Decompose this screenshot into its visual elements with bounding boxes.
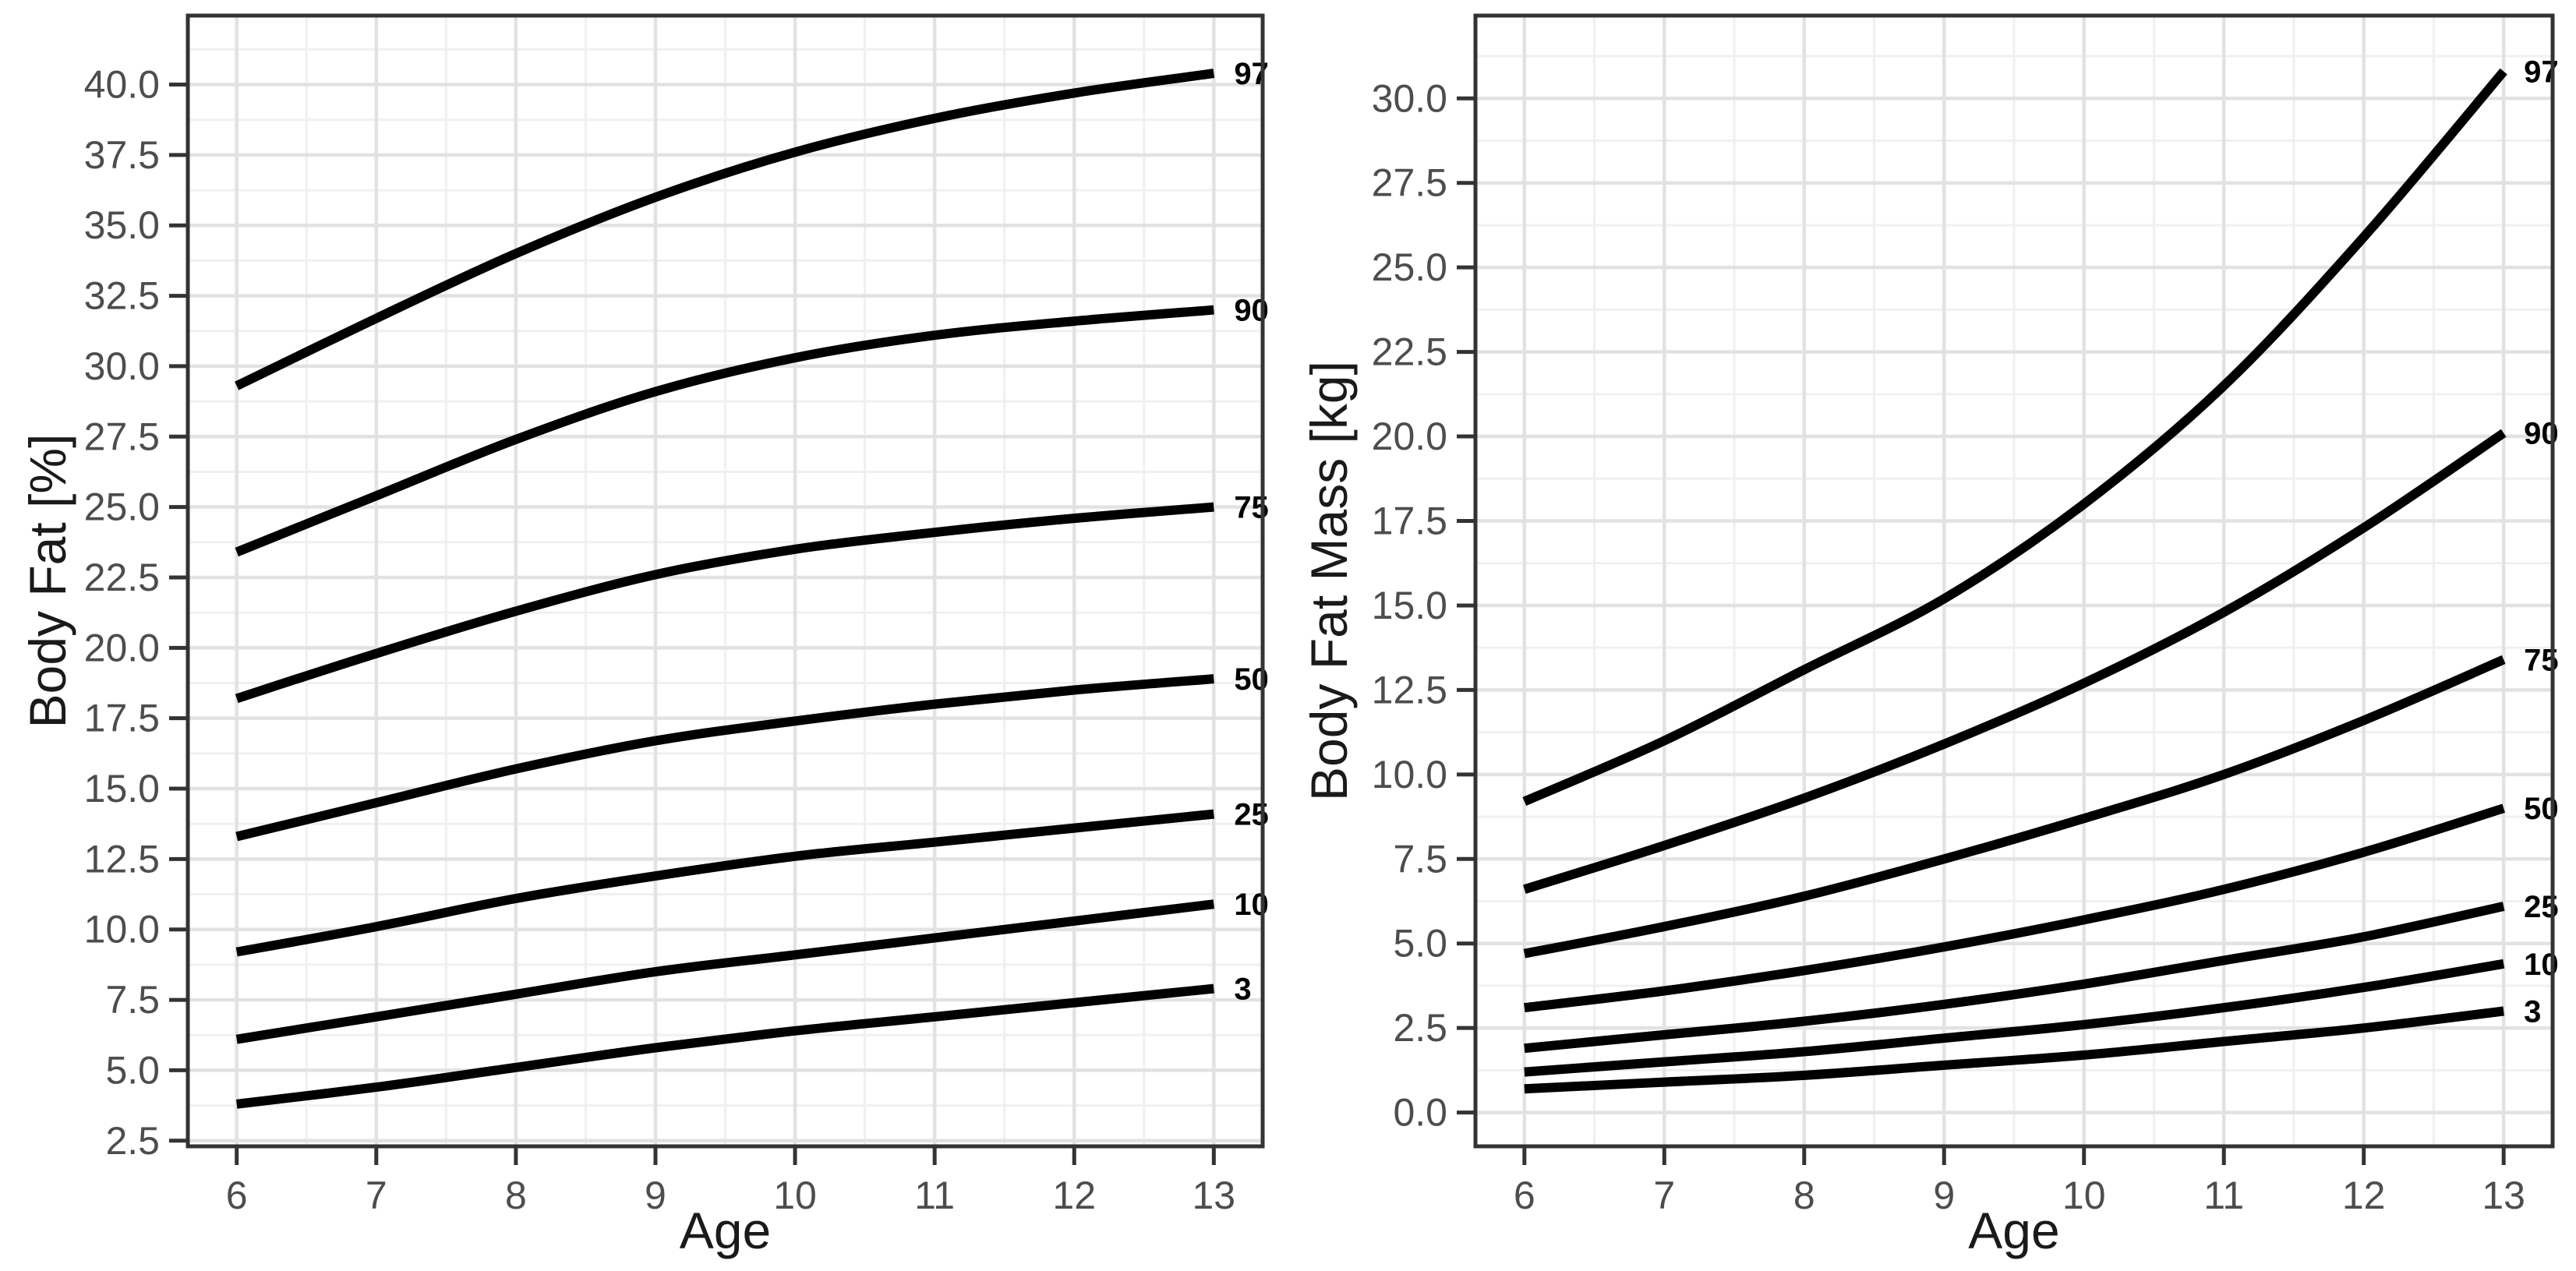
x-tick-label: 11: [914, 1174, 955, 1217]
percentile-curve-3: [1524, 1006, 2504, 1094]
x-tick-label: 12: [1052, 1174, 1096, 1217]
y-tick-label: 25.0: [84, 485, 160, 529]
percentile-label-3: 3: [2524, 994, 2541, 1029]
y-tick-label: 37.5: [84, 133, 160, 177]
x-tick-label: 9: [645, 1174, 666, 1217]
y-tick-label: 25.0: [1372, 245, 1447, 289]
axis-tick-labels: 6 7 8 9 10 11 12 13 0.0 2.5 5.0 7.5 10.0 12.5 15.0 17.5…: [1372, 76, 2525, 1217]
percentile-label-3: 3: [1234, 973, 1251, 1007]
percentile-curve-90: [1523, 429, 2507, 895]
y-tick-label: 35.0: [84, 203, 160, 247]
y-tick-label: 30.0: [1372, 76, 1447, 120]
percentile-curve-50: [1524, 803, 2505, 1013]
y-tick-label: 17.5: [1372, 500, 1447, 543]
y-tick-label: 2.5: [105, 1119, 160, 1163]
percentile-curve-10: [235, 899, 1215, 1044]
x-tick-label: 6: [226, 1174, 248, 1217]
x-tick-label: 6: [1514, 1174, 1535, 1217]
y-tick-label: 40.0: [84, 63, 160, 107]
percentile-curves: [235, 69, 1215, 1109]
percentile-curve-75: [1523, 655, 2506, 959]
y-tick-label: 10.0: [1372, 753, 1447, 796]
percentile-curves: [1522, 68, 2507, 1094]
y-tick-label: 17.5: [84, 697, 160, 740]
percentile-curve-25: [235, 809, 1214, 957]
axis-tick-labels: 6 7 8 9 10 11 12 13 2.5 5.0 7.5 10.0 12.5 15.0 17.5 20.…: [84, 63, 1235, 1217]
y-tick-label: 32.5: [84, 274, 160, 318]
x-tick-label: 13: [2482, 1174, 2525, 1217]
percentile-curve-75: [235, 502, 1214, 704]
y-tick-label: 15.0: [1372, 584, 1447, 627]
major-gridlines: [1475, 16, 2553, 1146]
y-tick-label: 2.5: [1393, 1006, 1447, 1050]
y-tick-label: 0.0: [1393, 1091, 1447, 1135]
x-tick-label: 12: [2342, 1174, 2386, 1217]
y-axis-title: Body Fat Mass [kg]: [1300, 361, 1358, 801]
percentile-curve-10: [1524, 959, 2505, 1077]
x-tick-label: 11: [2203, 1174, 2244, 1217]
y-tick-label: 30.0: [84, 344, 160, 388]
y-tick-label: 10.0: [84, 908, 160, 951]
x-tick-label: 13: [1193, 1174, 1236, 1217]
percentile-curve-97: [235, 69, 1215, 390]
y-tick-label: 7.5: [1393, 837, 1447, 881]
percentile-curve-90: [235, 305, 1214, 557]
y-tick-label: 15.0: [84, 767, 160, 810]
x-tick-label: 10: [773, 1174, 817, 1217]
y-tick-label: 20.0: [84, 626, 160, 669]
y-tick-label: 22.5: [1372, 330, 1447, 374]
percentile-curve-25: [1524, 902, 2505, 1054]
y-tick-label: 27.5: [84, 415, 160, 458]
x-tick-label: 8: [505, 1174, 527, 1217]
y-tick-label: 20.0: [1372, 415, 1447, 458]
y-tick-label: 12.5: [84, 837, 160, 881]
y-tick-label: 27.5: [1372, 161, 1447, 205]
panel-border: [1473, 13, 2555, 1149]
x-tick-label: 7: [1653, 1174, 1675, 1217]
axis-tick-marks: [169, 83, 1216, 1165]
y-axis-title: Body Fat [%]: [19, 434, 76, 729]
x-axis-title: Age: [1968, 1202, 2059, 1259]
y-tick-label: 7.5: [105, 978, 160, 1022]
panel-border: [186, 13, 1265, 1149]
percentile-curve-97: [1522, 68, 2507, 807]
axis-tick-marks: [1457, 96, 2506, 1165]
x-axis-title: Age: [680, 1202, 771, 1259]
y-tick-label: 12.5: [1372, 668, 1447, 711]
x-tick-label: 10: [2062, 1174, 2106, 1217]
percentile-curve-3: [235, 983, 1214, 1109]
y-tick-label: 5.0: [105, 1048, 160, 1092]
y-tick-label: 22.5: [84, 556, 160, 599]
percentile-curve-50: [235, 674, 1214, 842]
x-tick-label: 7: [366, 1174, 387, 1217]
major-gridlines: [188, 16, 1263, 1146]
y-tick-label: 5.0: [1393, 922, 1447, 966]
x-tick-label: 8: [1793, 1174, 1815, 1217]
x-tick-label: 9: [1933, 1174, 1955, 1217]
